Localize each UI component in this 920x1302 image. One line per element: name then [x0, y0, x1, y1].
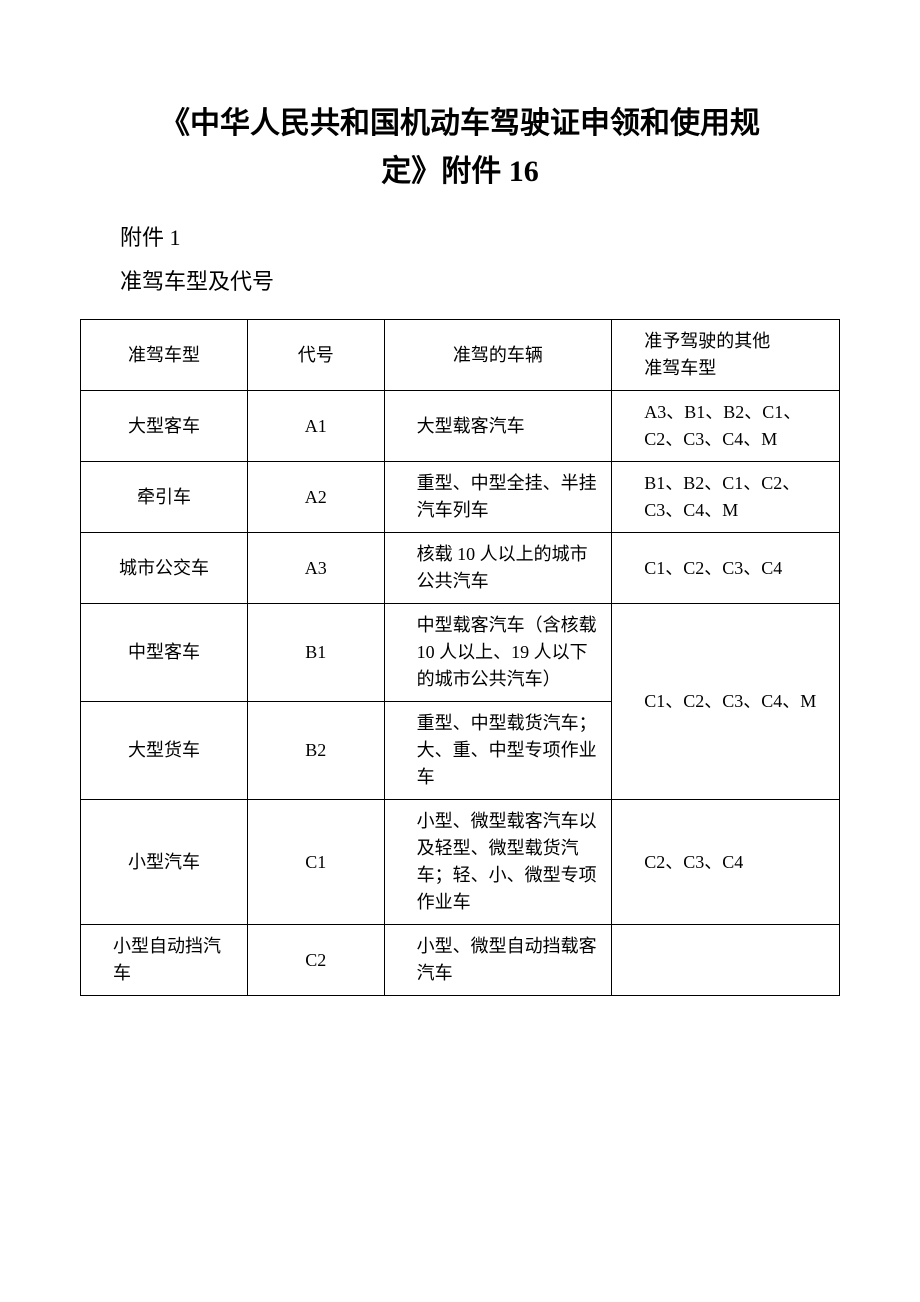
cell-vehicles-text: 大型载客汽车 [389, 413, 608, 440]
cell-code: C1 [247, 800, 384, 925]
table-row: 小型自动挡汽车 C2 小型、微型自动挡载客汽车 [81, 925, 840, 996]
cell-type: 中型客车 [81, 604, 248, 702]
cell-vehicles: 小型、微型自动挡载客汽车 [384, 925, 612, 996]
cell-vehicles-text: 重型、中型载货汽车；大、重、中型专项作业车 [389, 710, 608, 791]
header-other: 准予驾驶的其他 准驾车型 [612, 320, 840, 391]
title-line-2: 定》附件 16 [381, 155, 539, 188]
cell-code: A3 [247, 533, 384, 604]
title-line-1: 《中华人民共和国机动车驾驶证申领和使用规 [160, 107, 760, 140]
vehicle-type-table: 准驾车型 代号 准驾的车辆 准予驾驶的其他 准驾车型 大型客车 A1 大型载客汽… [80, 319, 840, 996]
cell-vehicles-text: 小型、微型自动挡载客汽车 [389, 933, 608, 987]
cell-code: C2 [247, 925, 384, 996]
cell-other-text: B1、B2、C1、C2、C3、C4、M [616, 470, 835, 524]
header-type: 准驾车型 [81, 320, 248, 391]
cell-other-text: A3、B1、B2、C1、C2、C3、C4、M [616, 399, 835, 453]
document-title: 《中华人民共和国机动车驾驶证申领和使用规 定》附件 16 [80, 100, 840, 196]
cell-other-text: C1、C2、C3、C4 [616, 555, 835, 582]
table-row: 小型汽车 C1 小型、微型载客汽车以及轻型、微型载货汽车；轻、小、微型专项作业车… [81, 800, 840, 925]
cell-code: B1 [247, 604, 384, 702]
cell-vehicles: 大型载客汽车 [384, 391, 612, 462]
cell-vehicles: 重型、中型载货汽车；大、重、中型专项作业车 [384, 702, 612, 800]
subtitle-block: 附件 1 准驾车型及代号 [120, 216, 840, 304]
cell-type: 小型自动挡汽车 [81, 925, 248, 996]
header-other-line1: 准予驾驶的其他 [616, 328, 835, 355]
table-caption: 准驾车型及代号 [120, 260, 840, 304]
cell-vehicles-text: 中型载客汽车（含核载 10 人以上、19 人以下的城市公共汽车） [389, 612, 608, 693]
cell-vehicles-text: 核载 10 人以上的城市公共汽车 [389, 541, 608, 595]
cell-type: 大型货车 [81, 702, 248, 800]
cell-vehicles: 核载 10 人以上的城市公共汽车 [384, 533, 612, 604]
header-vehicles: 准驾的车辆 [384, 320, 612, 391]
cell-code: A2 [247, 462, 384, 533]
header-code: 代号 [247, 320, 384, 391]
attachment-label: 附件 1 [120, 216, 840, 260]
cell-other-text: C1、C2、C3、C4、M [616, 688, 835, 715]
cell-vehicles: 小型、微型载客汽车以及轻型、微型载货汽车；轻、小、微型专项作业车 [384, 800, 612, 925]
cell-other: B1、B2、C1、C2、C3、C4、M [612, 462, 840, 533]
table-row: 城市公交车 A3 核载 10 人以上的城市公共汽车 C1、C2、C3、C4 [81, 533, 840, 604]
document-page: 《中华人民共和国机动车驾驶证申领和使用规 定》附件 16 附件 1 准驾车型及代… [0, 0, 920, 1036]
cell-vehicles: 中型载客汽车（含核载 10 人以上、19 人以下的城市公共汽车） [384, 604, 612, 702]
cell-type: 小型汽车 [81, 800, 248, 925]
cell-type: 大型客车 [81, 391, 248, 462]
cell-vehicles-text: 小型、微型载客汽车以及轻型、微型载货汽车；轻、小、微型专项作业车 [389, 808, 608, 916]
cell-type-text: 小型自动挡汽车 [85, 933, 243, 987]
cell-other [612, 925, 840, 996]
cell-other: A3、B1、B2、C1、C2、C3、C4、M [612, 391, 840, 462]
table-row: 牵引车 A2 重型、中型全挂、半挂汽车列车 B1、B2、C1、C2、C3、C4、… [81, 462, 840, 533]
cell-code: A1 [247, 391, 384, 462]
cell-code: B2 [247, 702, 384, 800]
table-row: 中型客车 B1 中型载客汽车（含核载 10 人以上、19 人以下的城市公共汽车）… [81, 604, 840, 702]
cell-type: 牵引车 [81, 462, 248, 533]
cell-type: 城市公交车 [81, 533, 248, 604]
cell-vehicles-text: 重型、中型全挂、半挂汽车列车 [389, 470, 608, 524]
header-other-line2: 准驾车型 [616, 355, 835, 382]
cell-other: C2、C3、C4 [612, 800, 840, 925]
table-row: 大型客车 A1 大型载客汽车 A3、B1、B2、C1、C2、C3、C4、M [81, 391, 840, 462]
cell-other-text: C2、C3、C4 [616, 849, 835, 876]
cell-other: C1、C2、C3、C4、M [612, 604, 840, 800]
cell-vehicles: 重型、中型全挂、半挂汽车列车 [384, 462, 612, 533]
cell-other: C1、C2、C3、C4 [612, 533, 840, 604]
table-header-row: 准驾车型 代号 准驾的车辆 准予驾驶的其他 准驾车型 [81, 320, 840, 391]
